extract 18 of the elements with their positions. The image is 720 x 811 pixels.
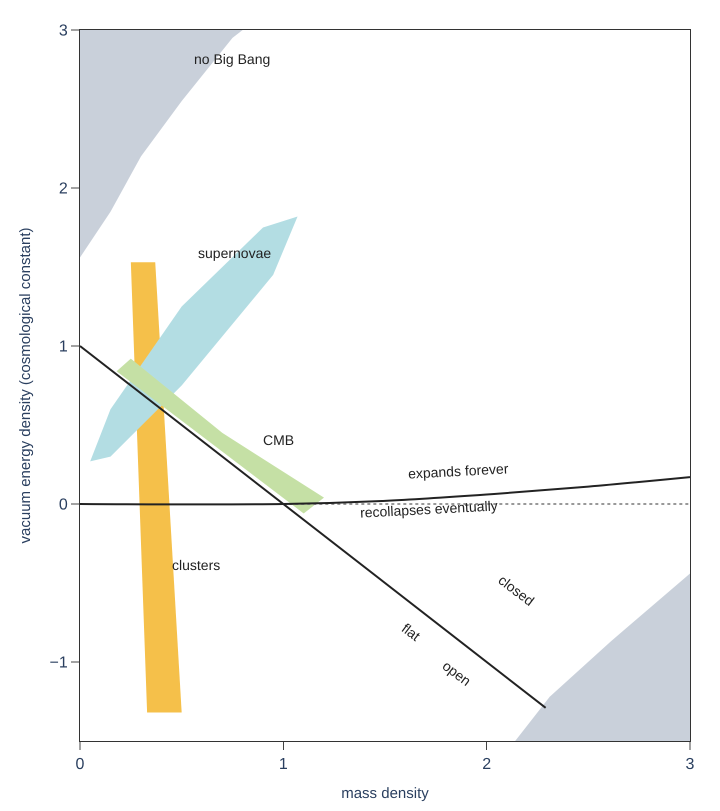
annotation: expands forever	[408, 460, 510, 482]
y-tick-label: 2	[58, 180, 68, 198]
y-tick-label: 1	[58, 338, 68, 356]
y-tick-label: 0	[58, 496, 68, 514]
x-tick-label: 3	[686, 756, 695, 774]
annotation: recollapses eventually	[360, 497, 498, 521]
x-axis-title: mass density	[341, 785, 430, 802]
annotation: no Big Bang	[194, 51, 270, 67]
annotation: open	[440, 657, 474, 689]
x-tick-label: 2	[482, 756, 492, 774]
x-tick-label: 0	[76, 756, 85, 774]
x-tick-label: 1	[278, 756, 288, 774]
y-tick-label: −1	[50, 654, 68, 672]
annotation: CMB	[263, 432, 294, 448]
y-axis-title: vacuum energy density (cosmological constant)	[16, 228, 34, 544]
annotation: flat	[398, 620, 424, 644]
annotation: supernovae	[198, 245, 272, 261]
y-tick-label: 3	[58, 22, 68, 40]
